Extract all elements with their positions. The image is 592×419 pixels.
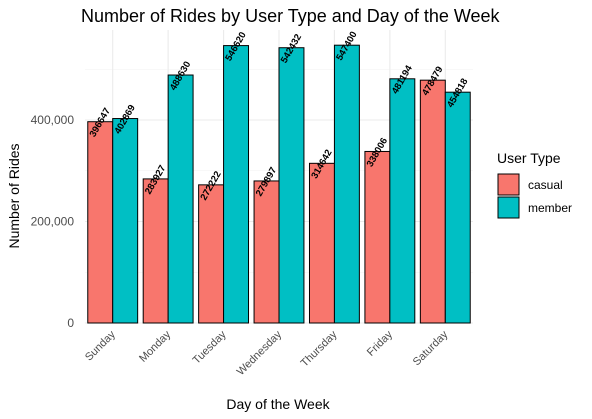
y-tick-label: 400,000	[31, 113, 75, 127]
y-tick-label: 200,000	[31, 215, 75, 229]
legend-key-casual	[497, 173, 520, 196]
bars	[87, 44, 471, 324]
x-tick-label-monday: Monday	[137, 328, 174, 365]
legend: User Type casual member	[497, 150, 572, 219]
bar-member-thursday	[333, 44, 360, 324]
bar-member-sunday	[112, 118, 139, 324]
y-tick-label: 0	[67, 316, 74, 330]
bar-casual-saturday	[419, 79, 446, 324]
x-tick-label-thursday: Thursday	[299, 328, 340, 369]
bar-member-saturday	[444, 91, 471, 324]
bar-casual-sunday	[87, 121, 114, 324]
bar-casual-friday	[364, 150, 391, 324]
x-tick-label-wednesday: Wednesday	[235, 328, 285, 378]
y-axis-ticks: 0 200,000 400,000	[31, 113, 75, 330]
bar-casual-tuesday	[198, 184, 225, 324]
bar-casual-thursday	[308, 162, 335, 324]
x-tick-label-sunday: Sunday	[83, 328, 118, 363]
x-axis-ticks: Sunday Monday Tuesday Wednesday Thursday Frid…	[83, 328, 451, 378]
bar-member-monday	[167, 74, 194, 324]
bar-member-tuesday	[223, 45, 250, 324]
chart-title: Number of Rides by User Type and Day of …	[81, 6, 501, 26]
y-axis-title: Number of Rides	[6, 143, 22, 248]
bar-member-friday	[389, 78, 416, 324]
x-tick-label-saturday: Saturday	[411, 328, 451, 368]
legend-label-casual: casual	[528, 178, 563, 192]
x-axis-title: Day of the Week	[226, 396, 330, 412]
legend-label-member: member	[528, 201, 572, 215]
x-tick-label-friday: Friday	[365, 328, 395, 358]
bar-member-wednesday	[278, 47, 305, 324]
legend-title: User Type	[497, 150, 561, 166]
bar-casual-monday	[142, 178, 169, 324]
legend-key-member	[497, 196, 520, 219]
x-tick-label-tuesday: Tuesday	[191, 328, 229, 366]
bar-casual-wednesday	[253, 180, 280, 324]
